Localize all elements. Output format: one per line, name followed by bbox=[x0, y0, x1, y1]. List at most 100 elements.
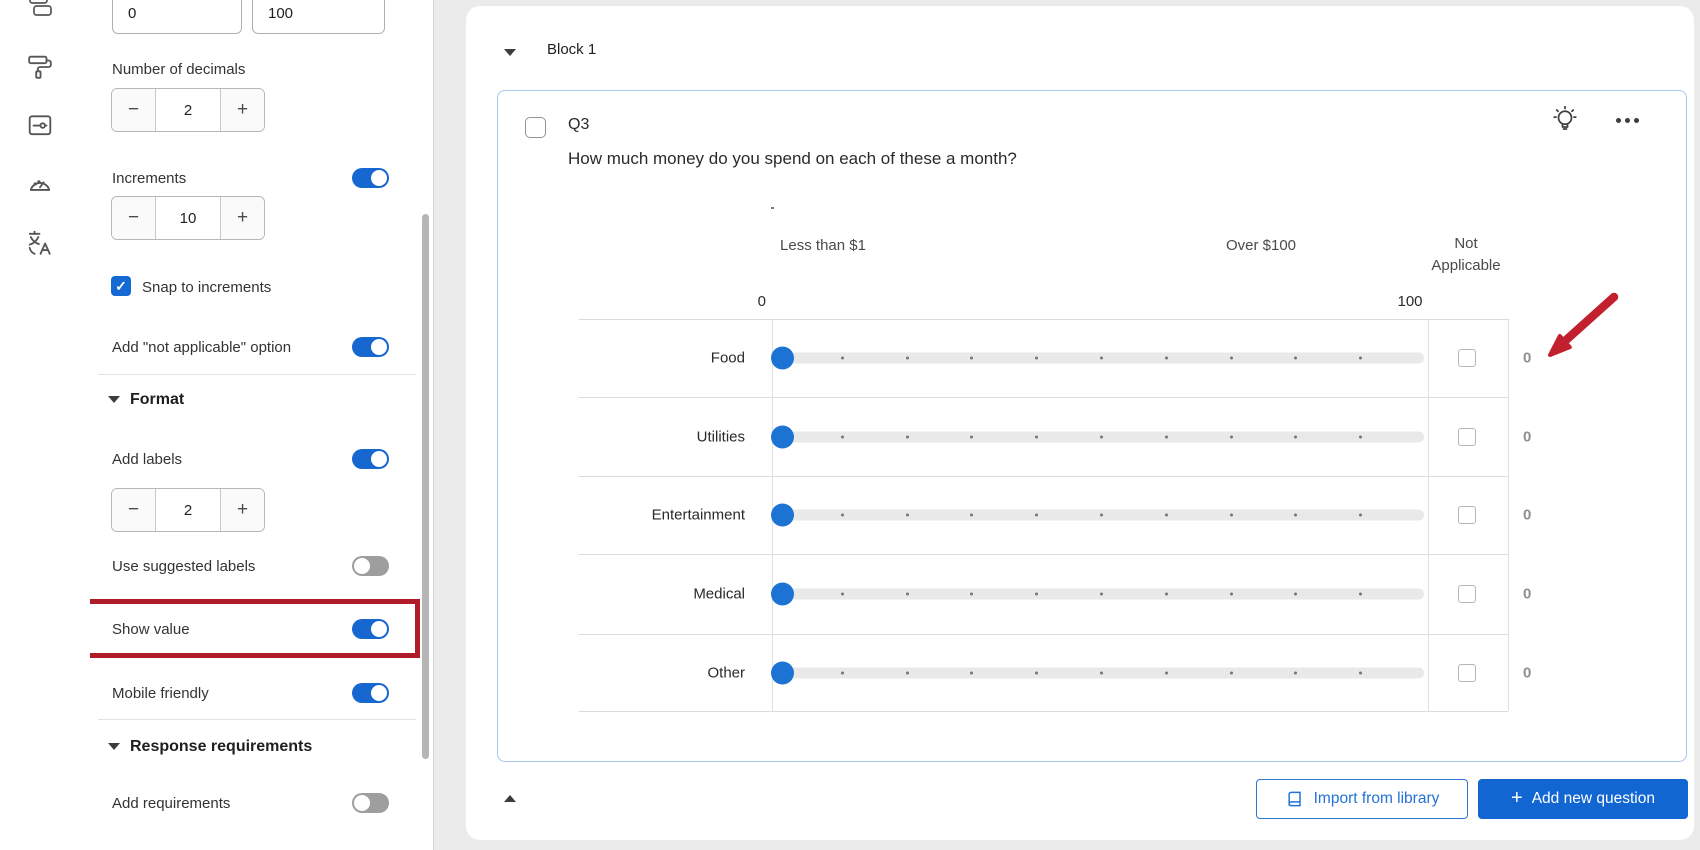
mobile-friendly-toggle[interactable] bbox=[352, 683, 389, 703]
row-label[interactable]: Other bbox=[707, 664, 745, 681]
row-value: 0 bbox=[1523, 506, 1532, 524]
slider-row: Utilities 0 bbox=[579, 397, 1559, 476]
slider-track[interactable] bbox=[776, 352, 1424, 364]
slider-track[interactable] bbox=[776, 588, 1424, 600]
labels-plus-button[interactable]: + bbox=[221, 489, 264, 531]
response-requirements-collapse-icon[interactable] bbox=[108, 743, 120, 750]
show-value-label: Show value bbox=[112, 621, 190, 638]
not-applicable-checkbox[interactable] bbox=[1458, 506, 1476, 524]
use-suggested-labels-toggle[interactable] bbox=[352, 556, 389, 576]
gauge-icon[interactable] bbox=[27, 171, 53, 197]
slider-left-label[interactable]: Less than $1 bbox=[780, 237, 866, 254]
table-border bbox=[579, 397, 1508, 398]
row-label[interactable]: Medical bbox=[693, 585, 745, 603]
not-applicable-option-label: Add "not applicable" option bbox=[112, 339, 292, 356]
slider-handle[interactable] bbox=[771, 425, 794, 448]
check-icon: ✓ bbox=[115, 277, 127, 294]
lightbulb-icon[interactable] bbox=[1550, 104, 1580, 134]
slider-handle[interactable] bbox=[771, 503, 794, 527]
import-from-library-button[interactable]: Import from library bbox=[1256, 779, 1468, 819]
annotation-arrow bbox=[1548, 292, 1619, 357]
format-collapse-icon[interactable] bbox=[108, 396, 120, 403]
increments-value: 10 bbox=[155, 197, 221, 239]
increments-minus-button[interactable]: − bbox=[112, 197, 155, 239]
add-requirements-label: Add requirements bbox=[112, 795, 231, 812]
slider-handle[interactable] bbox=[771, 661, 794, 684]
decimals-value: 2 bbox=[155, 89, 221, 131]
add-labels-label: Add labels bbox=[112, 451, 183, 468]
decimals-minus-button[interactable]: − bbox=[112, 89, 155, 131]
increments-plus-button[interactable]: + bbox=[221, 197, 264, 239]
question-text[interactable]: How much money do you spend on each of t… bbox=[568, 149, 1017, 168]
slider-handle[interactable] bbox=[771, 582, 794, 606]
block-collapse-icon[interactable] bbox=[504, 49, 516, 56]
row-label[interactable]: Entertainment bbox=[651, 506, 745, 524]
increments-stepper: − 10 + bbox=[111, 196, 265, 240]
table-border bbox=[579, 711, 1508, 712]
table-border bbox=[579, 554, 1508, 555]
left-icon-rail bbox=[0, 0, 91, 850]
question-settings-panel: 0 100 Number of decimals − 2 + Increment… bbox=[90, 0, 434, 850]
slider-track[interactable] bbox=[776, 509, 1424, 521]
block-footer-collapse-icon[interactable] bbox=[504, 795, 516, 802]
slider-track[interactable] bbox=[776, 431, 1424, 442]
toggle-knob bbox=[354, 795, 370, 811]
panel-scrollbar[interactable] bbox=[422, 214, 429, 759]
increments-toggle[interactable] bbox=[352, 168, 389, 188]
number-of-decimals-label: Number of decimals bbox=[112, 61, 246, 78]
not-applicable-checkbox[interactable] bbox=[1458, 663, 1476, 682]
section-divider bbox=[98, 719, 416, 720]
row-label[interactable]: Utilities bbox=[696, 428, 745, 445]
snap-to-increments-label: Snap to increments bbox=[142, 279, 272, 296]
slider-track[interactable] bbox=[776, 667, 1424, 678]
slider-right-label[interactable]: Over $100 bbox=[1225, 237, 1297, 254]
question-id: Q3 bbox=[568, 116, 590, 133]
table-border bbox=[1508, 319, 1509, 711]
slider-na-label[interactable]: Not Applicable bbox=[1431, 235, 1501, 274]
not-applicable-toggle[interactable] bbox=[352, 337, 389, 357]
question-card[interactable]: Q3 How much money do you spend on each o… bbox=[497, 90, 1687, 762]
row-label[interactable]: Food bbox=[710, 349, 745, 367]
question-menu-icon[interactable] bbox=[1612, 114, 1643, 127]
mobile-friendly-label: Mobile friendly bbox=[112, 685, 209, 702]
labels-count-value: 2 bbox=[155, 489, 221, 531]
block-title[interactable]: Block 1 bbox=[547, 41, 597, 58]
toggle-knob bbox=[371, 685, 387, 701]
toggle-knob bbox=[371, 339, 387, 355]
scale-max-label: 100 bbox=[1397, 293, 1423, 310]
decimals-plus-button[interactable]: + bbox=[221, 89, 264, 131]
add-new-question-button[interactable]: + Add new question bbox=[1478, 779, 1688, 819]
slider-row: Medical 0 bbox=[579, 554, 1559, 634]
snap-to-increments-checkbox[interactable]: ✓ bbox=[111, 276, 131, 296]
table-border bbox=[579, 634, 1508, 635]
blocks-icon[interactable] bbox=[27, 0, 53, 19]
format-section-title[interactable]: Format bbox=[130, 391, 185, 408]
use-suggested-labels-label: Use suggested labels bbox=[112, 558, 256, 575]
section-divider bbox=[98, 374, 416, 375]
scale-min-label: 0 bbox=[757, 293, 766, 310]
plus-icon: + bbox=[1511, 787, 1523, 809]
number-of-decimals-stepper: − 2 + bbox=[111, 88, 265, 132]
paint-roller-icon[interactable] bbox=[27, 54, 53, 80]
response-requirements-section-title[interactable]: Response requirements bbox=[130, 738, 313, 755]
add-labels-toggle[interactable] bbox=[352, 449, 389, 469]
slider-settings-icon[interactable] bbox=[27, 112, 53, 138]
slider-row: Other 0 bbox=[579, 634, 1559, 711]
add-requirements-toggle[interactable] bbox=[352, 793, 389, 813]
book-icon bbox=[1288, 791, 1301, 807]
min-value-input[interactable]: 0 bbox=[112, 0, 242, 34]
add-new-question-label: Add new question bbox=[1531, 790, 1655, 807]
translate-icon[interactable] bbox=[27, 230, 53, 256]
not-applicable-checkbox[interactable] bbox=[1458, 585, 1476, 603]
max-value-input[interactable]: 100 bbox=[252, 0, 385, 34]
show-value-toggle[interactable] bbox=[352, 619, 389, 639]
question-select-checkbox[interactable] bbox=[525, 117, 546, 138]
max-value: 100 bbox=[268, 4, 294, 22]
row-value: 0 bbox=[1523, 664, 1532, 681]
not-applicable-checkbox[interactable] bbox=[1458, 427, 1476, 446]
not-applicable-checkbox[interactable] bbox=[1458, 349, 1476, 367]
slider-handle[interactable] bbox=[771, 346, 794, 370]
row-value: 0 bbox=[1523, 585, 1532, 603]
row-value: 0 bbox=[1523, 428, 1532, 445]
labels-minus-button[interactable]: − bbox=[112, 489, 155, 531]
